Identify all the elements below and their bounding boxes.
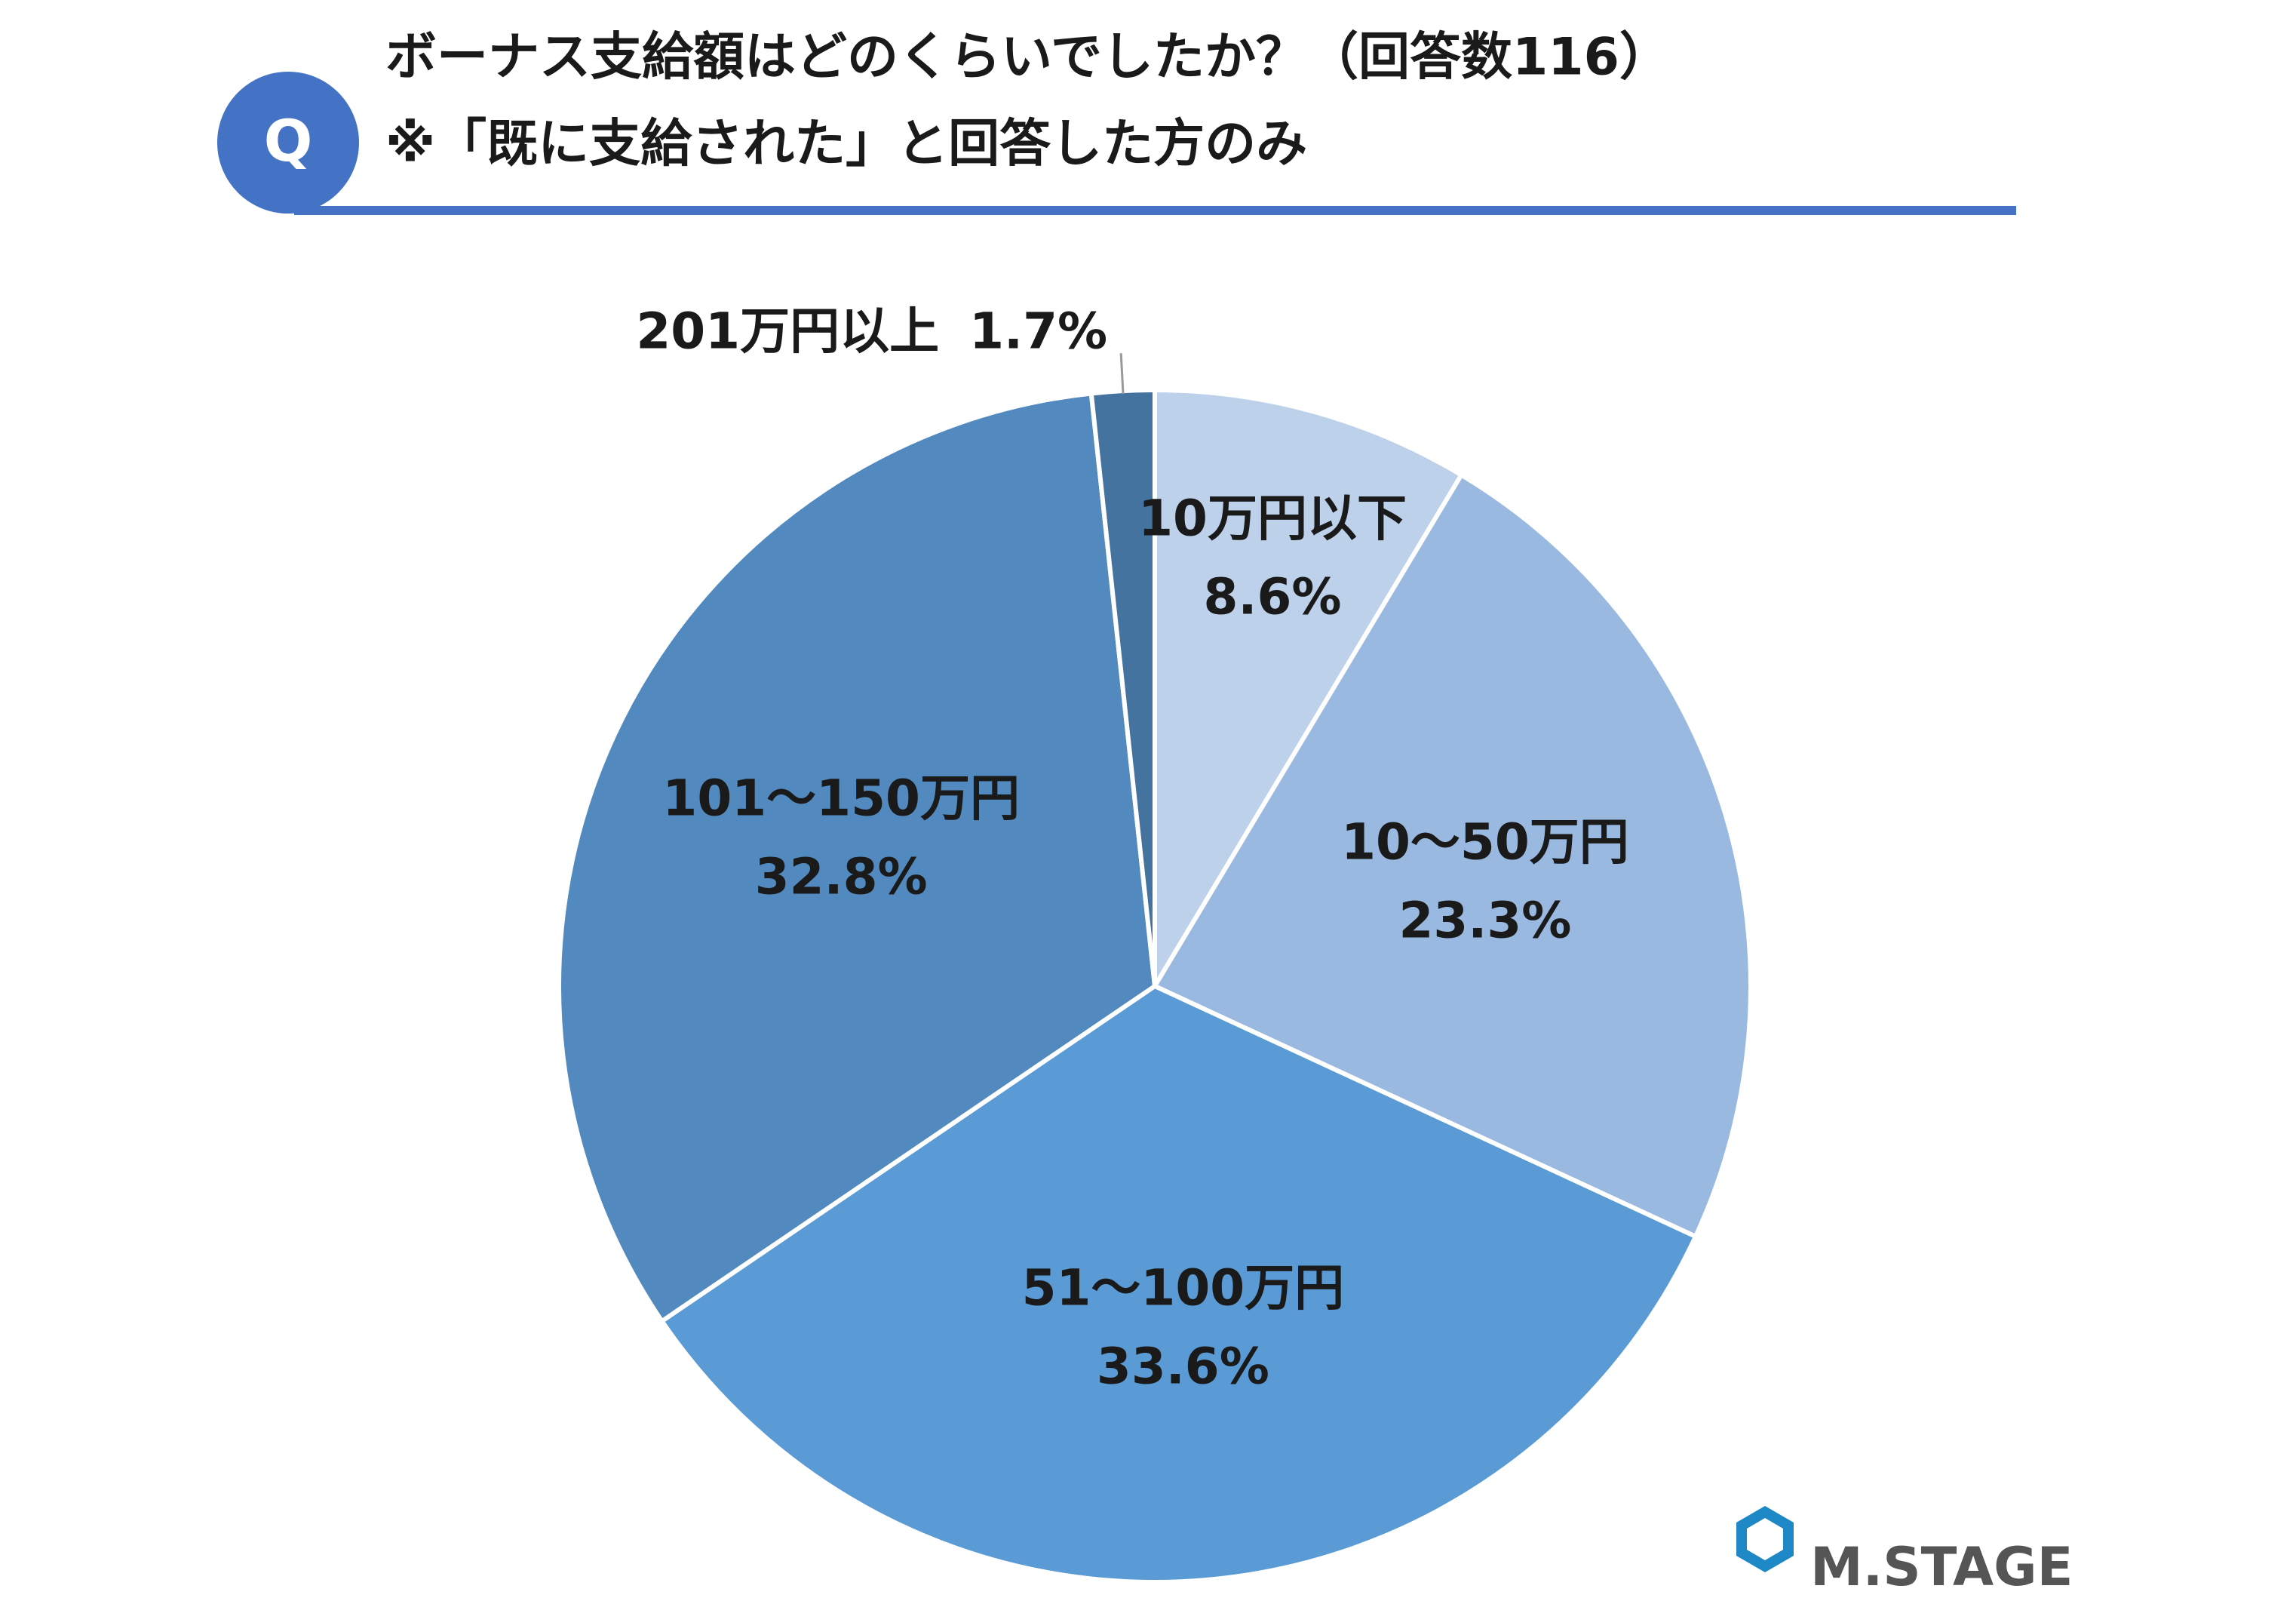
data-label-value: 1.7% <box>969 302 1107 360</box>
data-label-category: 10万円以下 <box>1138 490 1407 548</box>
title: ボーナス支給額はどのくらいでしたか？（回答数116） <box>385 28 1671 88</box>
data-label-value: 33.6% <box>1097 1338 1269 1396</box>
data-label-value: 23.3% <box>1398 891 1571 949</box>
pie-slice <box>557 391 1158 1325</box>
data-label-category: 10～50万円 <box>1341 813 1629 871</box>
data-label-value: 32.8% <box>755 848 928 906</box>
data-label-category: 51～100万円 <box>1022 1259 1345 1317</box>
badge-circle <box>217 72 359 214</box>
pie-slice <box>1151 472 1753 1240</box>
data-label-category: 201万円以上 <box>636 302 939 360</box>
subtitle: ※「既に支給された」と回答した方のみ <box>385 115 1307 174</box>
logo-text: M.STAGE <box>1810 1536 2073 1598</box>
logo-icon-inner <box>1747 1518 1783 1560</box>
data-label-category: 101～150万円 <box>662 770 1020 828</box>
pie: 10万円以下 8.6% 10～50万円 23.3% 51～100万円 33.6% 101～1… <box>557 302 1753 1584</box>
pie-slice <box>1153 387 1465 994</box>
leader-line <box>1119 353 1125 395</box>
title-rule <box>294 206 2016 215</box>
logo: M.STAGE <box>1736 1506 2073 1598</box>
badge-text: Q <box>264 107 313 174</box>
pie-slice <box>658 983 1699 1584</box>
data-label-value: 8.6% <box>1204 568 1342 626</box>
